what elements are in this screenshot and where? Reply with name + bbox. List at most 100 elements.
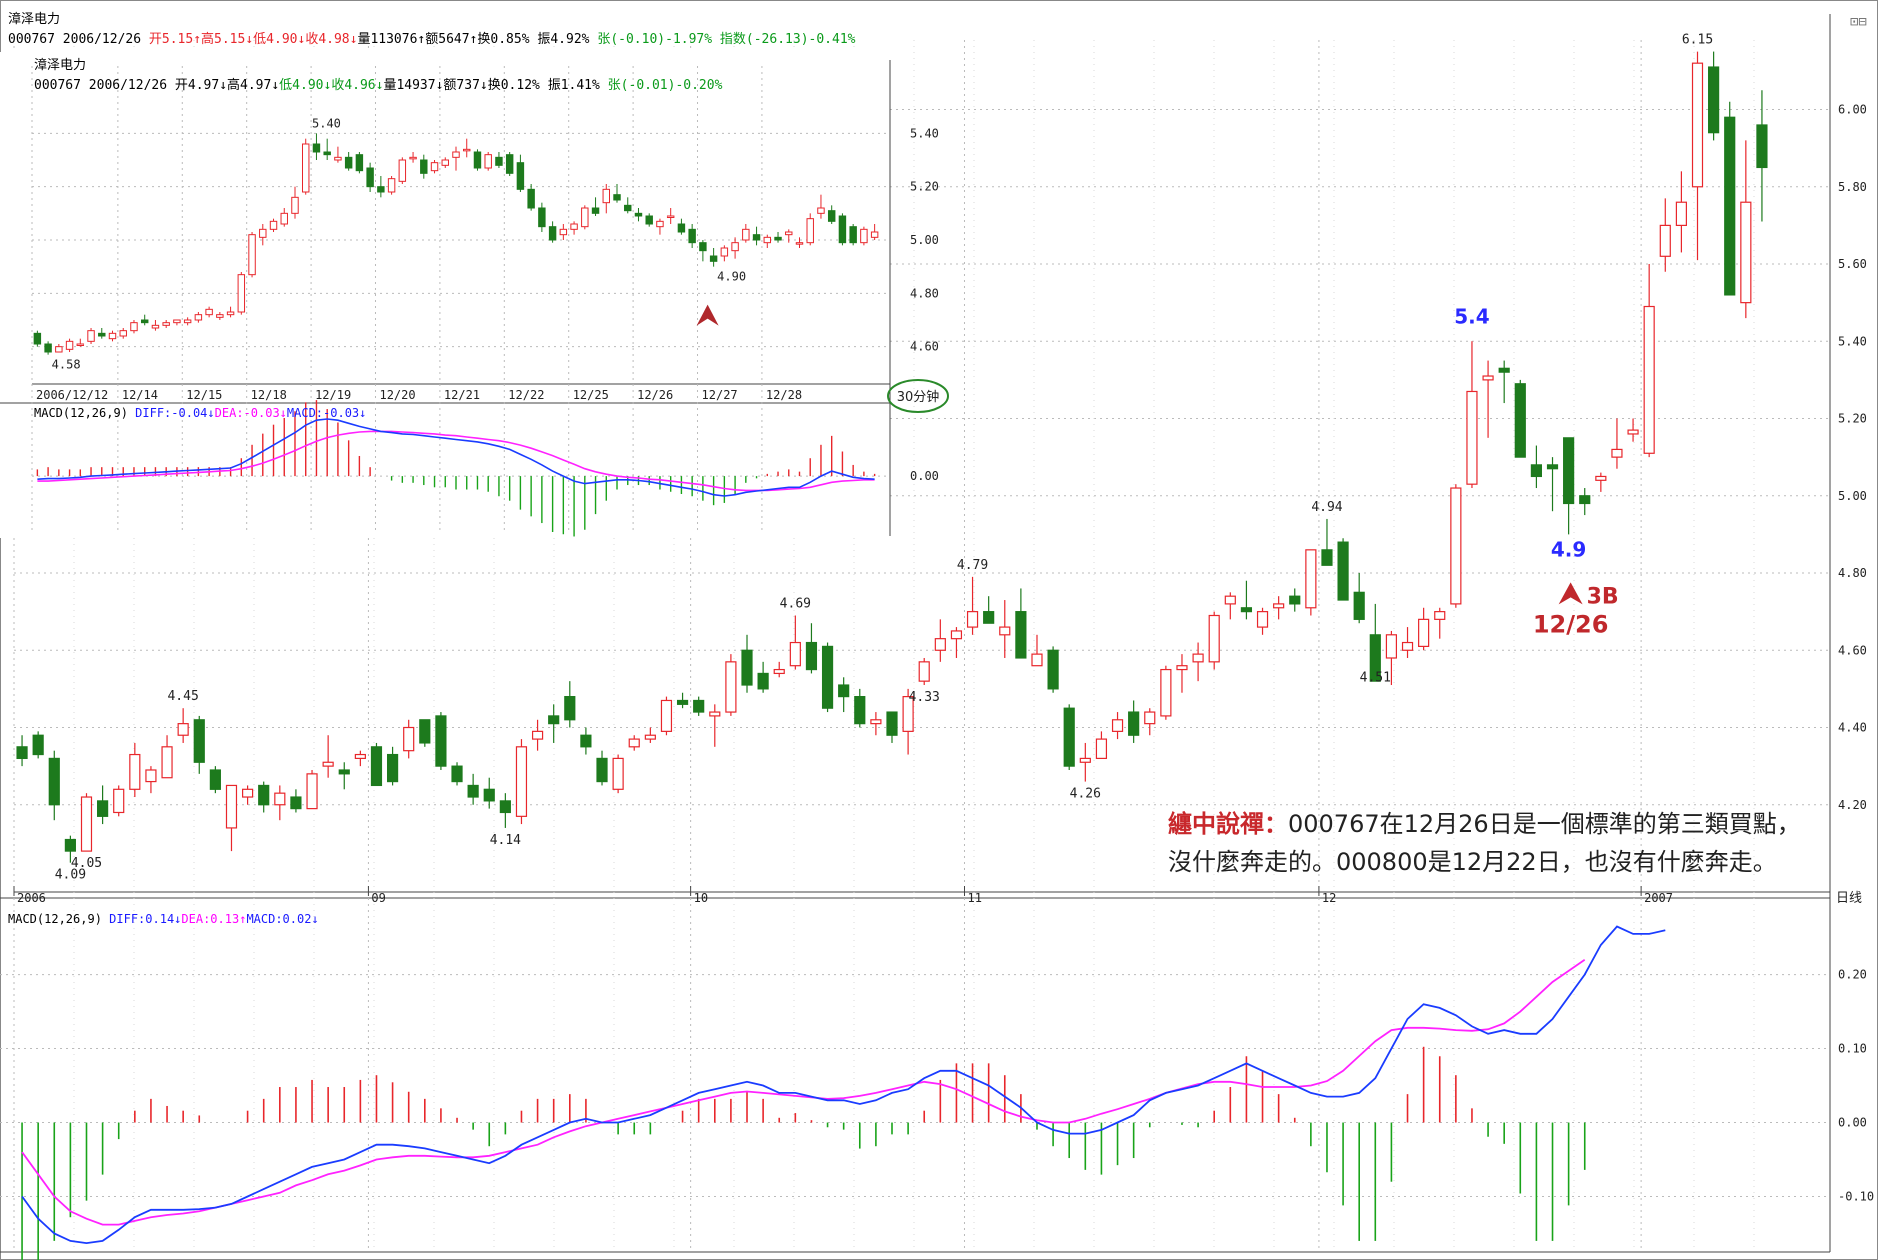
inset-x-tick-3: 12/18 xyxy=(251,388,287,402)
daily-candle xyxy=(386,753,399,783)
daily-candle xyxy=(80,796,93,852)
daily-macd-panel xyxy=(0,925,1830,1260)
daily-candle xyxy=(789,641,801,667)
inset-candle xyxy=(366,167,374,188)
daily-candle xyxy=(918,661,930,682)
daily-y-tick-6: 5.40 xyxy=(1838,334,1867,348)
daily-candle xyxy=(242,788,254,798)
inset-candle xyxy=(226,311,235,316)
daily-candle xyxy=(515,746,528,817)
daily-macd-y-tick-0: -0.10 xyxy=(1838,1190,1874,1204)
inset-macd-field-3: MACD:-0.03↓ xyxy=(286,406,367,420)
main-macd-field-0: MACD(12,26,9) xyxy=(8,912,110,926)
inset-candle xyxy=(409,156,417,160)
inset-macd-field-2: DEA:-0.03↓ xyxy=(214,406,287,420)
daily-candle xyxy=(741,649,753,686)
daily-candle xyxy=(564,696,576,721)
inset-candle xyxy=(183,319,192,324)
daily-price-label-5: 4.33 xyxy=(909,690,940,705)
inset-candle xyxy=(98,332,106,337)
daily-candle xyxy=(1740,201,1752,304)
inset-candle xyxy=(634,212,643,217)
daily-price-label-3: 4.14 xyxy=(490,833,521,848)
inset-x-tick-6: 12/21 xyxy=(444,388,480,402)
daily-candle xyxy=(531,730,544,740)
daily-price-label-0: 4.09 xyxy=(55,868,86,883)
daily-price-label-8: 4.94 xyxy=(1311,500,1342,515)
daily-candle xyxy=(16,746,28,760)
daily-price-panel xyxy=(13,40,1830,1252)
daily-candle xyxy=(274,792,286,806)
daily-candle xyxy=(48,757,60,806)
inset-candle xyxy=(377,186,385,193)
daily-candle xyxy=(805,641,818,671)
daily-candle xyxy=(129,753,141,790)
daily-candle xyxy=(548,715,560,725)
inset-candle xyxy=(870,231,879,238)
inset-dea-line xyxy=(37,430,875,492)
buy-point-label: 3B xyxy=(1587,584,1619,609)
inset-macd-field-1: DIFF:-0.04↓ xyxy=(135,406,215,420)
main-stock-name: 漳泽电力 xyxy=(8,12,61,27)
inset-candle xyxy=(656,220,664,228)
daily-candle xyxy=(821,645,834,709)
daily-candle xyxy=(1627,429,1639,435)
daily-candle xyxy=(1450,487,1462,605)
inset-x-tick-9: 12/26 xyxy=(637,388,673,402)
daily-candle xyxy=(1595,475,1607,481)
daily-candle xyxy=(1224,595,1236,605)
daily-candle xyxy=(1708,66,1720,134)
inset-candle xyxy=(237,274,246,313)
daily-candle xyxy=(338,769,350,775)
inset-period-label: 30分钟 xyxy=(897,389,940,405)
daily-macd-y-tick-1: 0.00 xyxy=(1838,1116,1867,1130)
daily-candle xyxy=(709,711,721,717)
annotation-line-2: 沒什麼奔走的。000800是12月22日，也沒有什麼奔走。 xyxy=(1168,848,1777,876)
inset-candle xyxy=(538,207,546,228)
inset-x-tick-7: 12/22 xyxy=(508,388,544,402)
daily-candle xyxy=(1418,618,1430,647)
daily-candle xyxy=(113,788,125,814)
inset-x-tick-8: 12/25 xyxy=(573,388,609,402)
inset-candle xyxy=(677,223,686,233)
daily-y-tick-5: 5.20 xyxy=(1838,412,1867,426)
inset-background xyxy=(0,52,890,538)
daily-candle xyxy=(1691,62,1704,188)
inset-candle xyxy=(581,207,589,228)
annotation-text-1: 000767在12月26日是一個標準的第三類買點， xyxy=(1288,810,1801,838)
daily-candle xyxy=(1675,201,1687,226)
inset-quote-field-5: 量14937↓ xyxy=(383,78,444,93)
inset-candle xyxy=(280,212,288,225)
inset-candle xyxy=(76,343,85,346)
daily-dea-line xyxy=(21,959,1586,1226)
inset-candle xyxy=(827,210,836,222)
daily-candle xyxy=(870,719,882,725)
daily-candle xyxy=(467,784,479,798)
inset-candle xyxy=(548,226,557,241)
daily-candle xyxy=(1530,464,1542,478)
daily-x-tick-2: 10 xyxy=(694,891,708,905)
inset-stock-name: 漳泽电力 xyxy=(34,58,87,73)
main-quote-field-10: 指数(-26.13)-0.41% xyxy=(712,32,856,47)
daily-diff-line xyxy=(21,925,1666,1245)
buy-point-arrow xyxy=(1558,582,1583,605)
daily-candle xyxy=(1208,614,1220,663)
daily-candle xyxy=(983,611,995,624)
daily-candle xyxy=(483,788,495,802)
daily-candle xyxy=(676,699,689,705)
inset-candle xyxy=(173,319,181,324)
daily-x-tick-3: 11 xyxy=(967,891,981,905)
inset-price-label-2: 4.90 xyxy=(717,270,746,284)
daily-candle xyxy=(596,757,608,783)
inset-x-tick-1: 12/14 xyxy=(122,388,158,402)
inset-candle xyxy=(33,332,42,345)
daily-candle xyxy=(193,719,205,763)
inset-y-tick-1: 4.80 xyxy=(910,286,939,300)
inset-candle xyxy=(645,215,653,225)
daily-candle xyxy=(258,784,270,806)
inset-candle xyxy=(752,234,761,241)
inset-candle xyxy=(838,215,847,244)
inset-candle xyxy=(87,330,95,342)
inset-candle xyxy=(495,156,503,166)
